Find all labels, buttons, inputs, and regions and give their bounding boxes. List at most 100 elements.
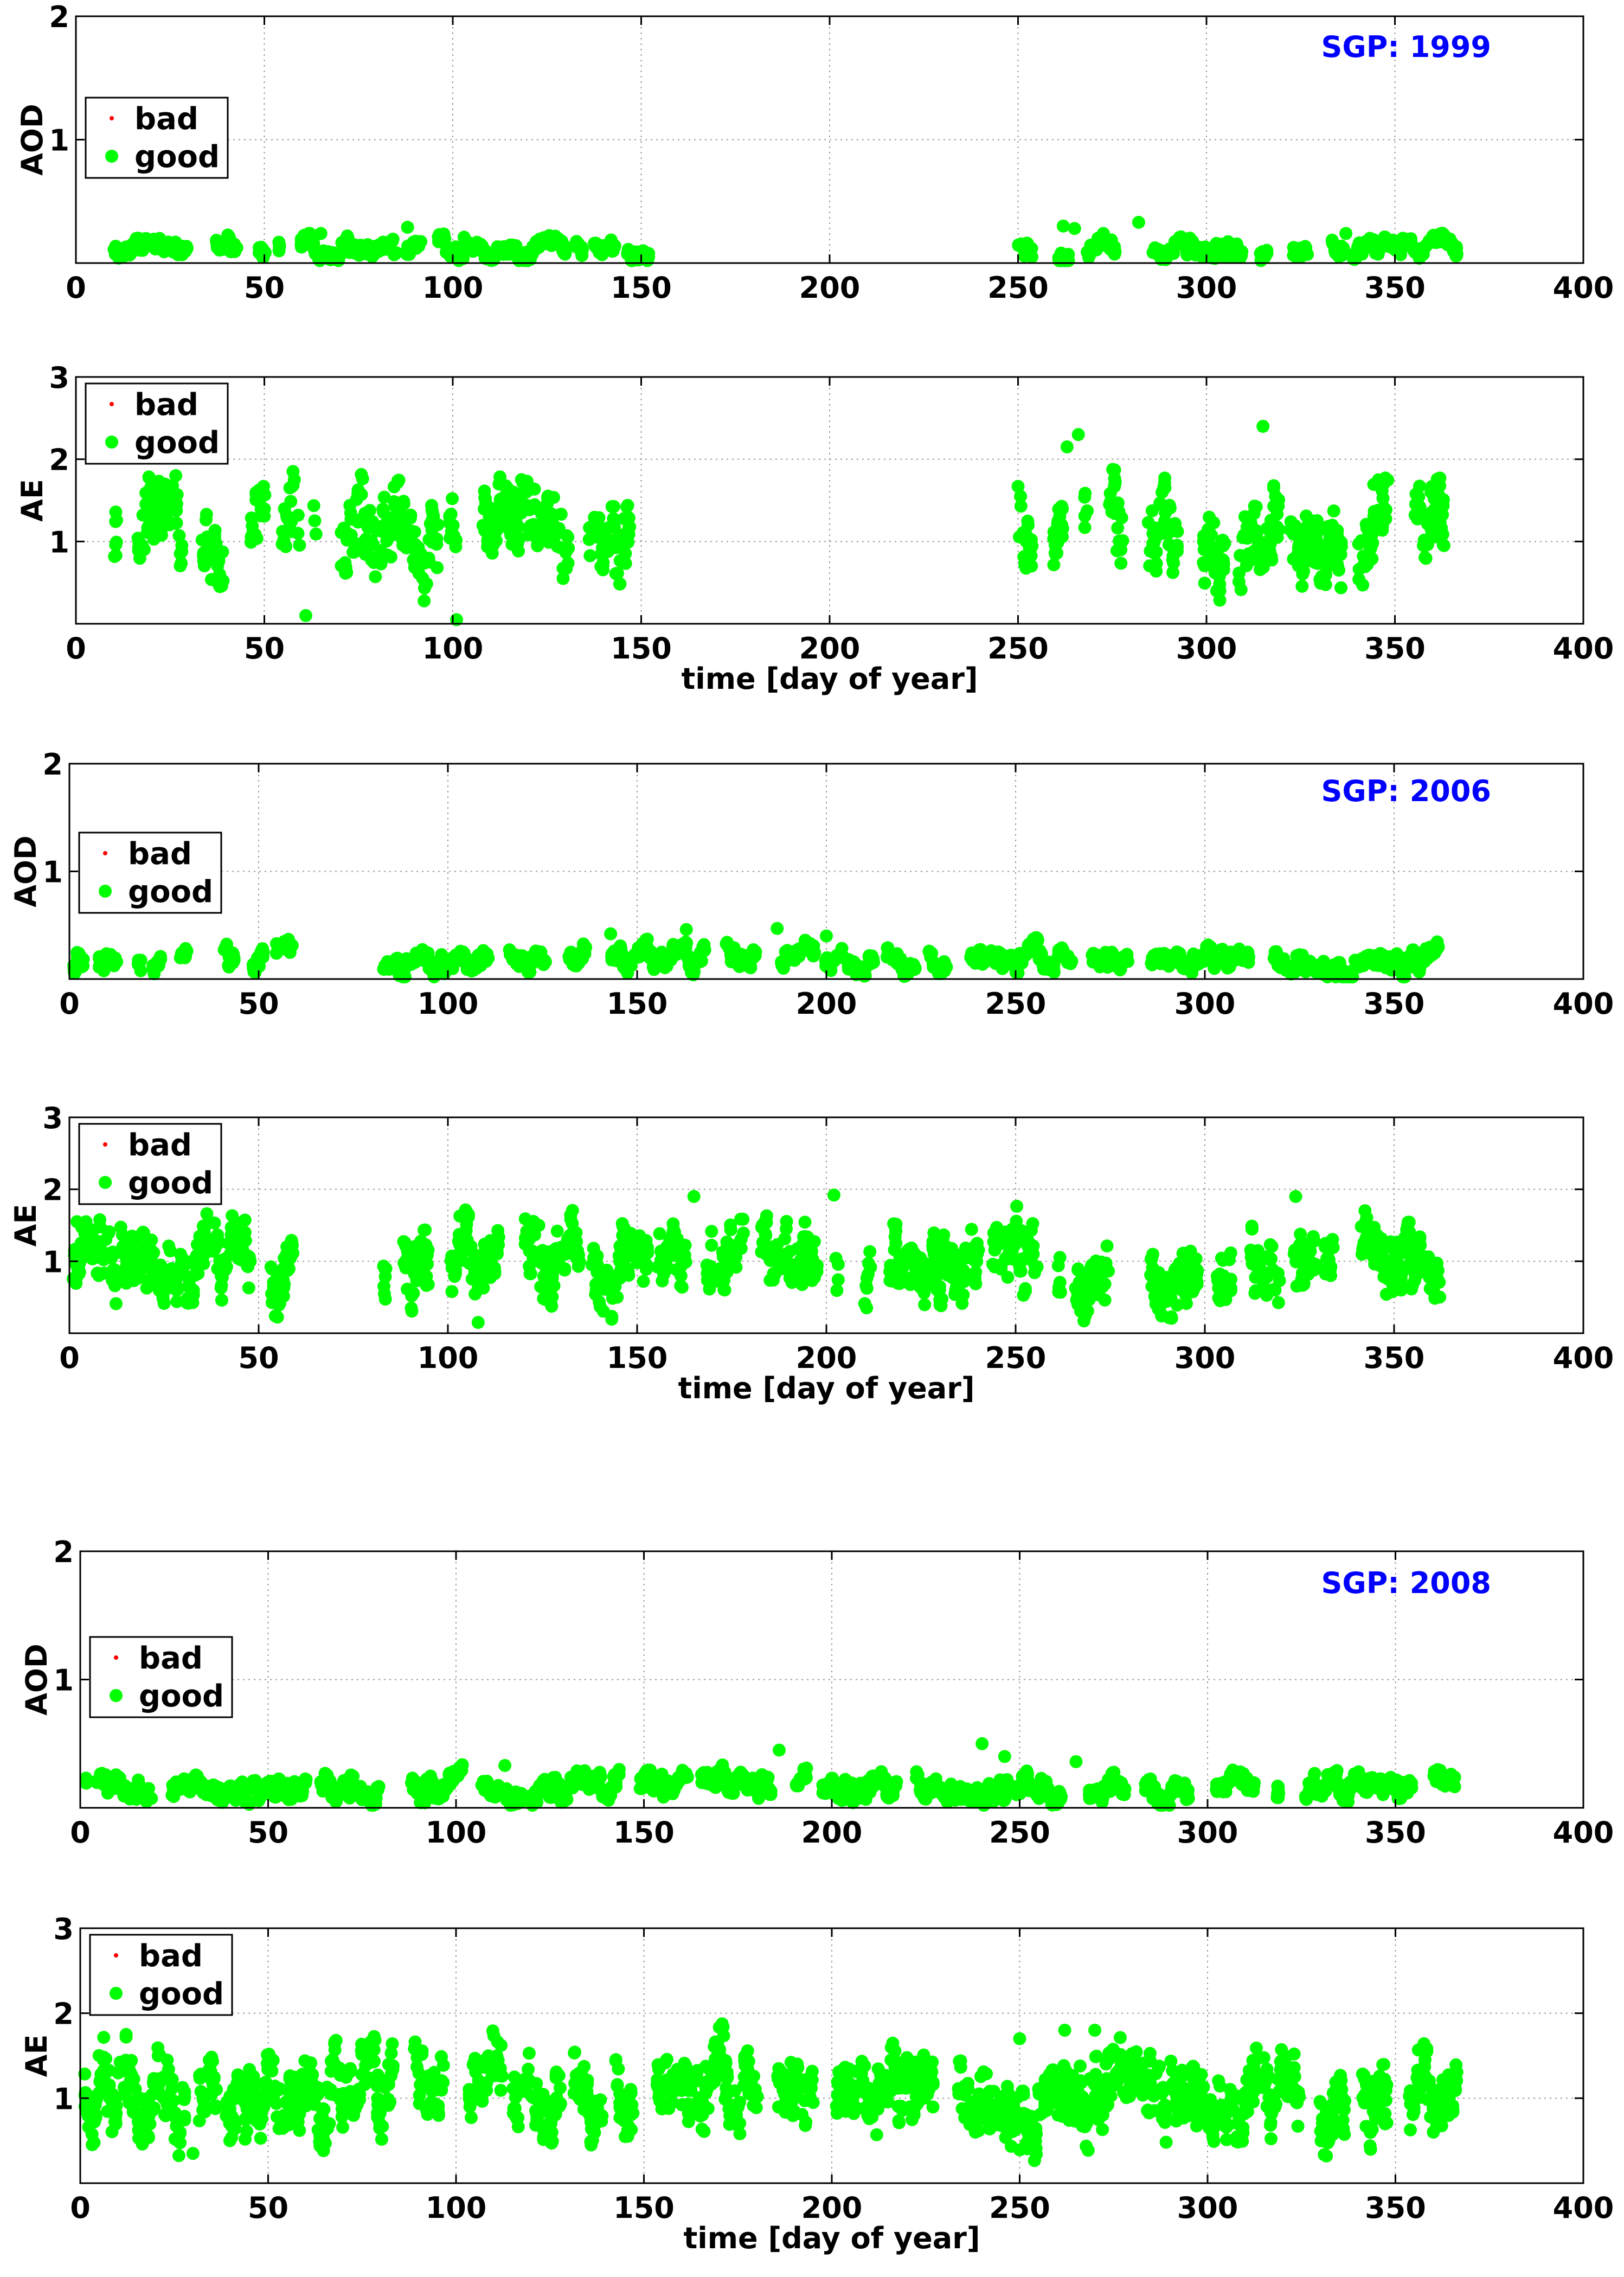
data-point-good <box>227 954 241 967</box>
data-point-good <box>142 1782 156 1795</box>
x-tick-label: 200 <box>799 271 861 305</box>
data-point-good <box>431 561 444 574</box>
data-point-good <box>1047 965 1061 979</box>
data-point-good <box>1013 1264 1027 1278</box>
data-point-good <box>284 495 298 508</box>
data-point-good <box>687 1189 701 1203</box>
data-point-good <box>1011 479 1025 493</box>
panel-title: SGP: 2006 <box>1321 774 1491 808</box>
data-point-good <box>208 1216 221 1230</box>
data-point-good <box>242 1281 255 1295</box>
data-point-good <box>1222 1253 1236 1267</box>
data-point-good <box>102 1226 115 1240</box>
data-point-good <box>1001 1270 1015 1284</box>
data-point-good <box>378 1287 391 1301</box>
data-point-good <box>450 534 463 547</box>
data-point-good <box>512 544 525 558</box>
data-point-good <box>70 1215 84 1229</box>
data-point-good <box>760 1216 773 1229</box>
series-good-points <box>107 215 1463 267</box>
x-tick-label: 100 <box>418 987 479 1021</box>
data-point-good <box>606 245 619 258</box>
data-point-good <box>1307 1263 1320 1277</box>
data-point-good <box>162 1239 176 1253</box>
data-point-good <box>1206 516 1219 530</box>
data-point-good <box>556 572 570 585</box>
data-point-good <box>281 1264 294 1277</box>
data-point-good <box>208 523 222 537</box>
data-point-good <box>559 247 572 261</box>
data-point-good <box>1430 472 1444 486</box>
data-point-good <box>1263 553 1276 566</box>
y-tick-label: 2 <box>42 747 63 782</box>
data-point-good <box>705 1238 718 1252</box>
data-point-good <box>862 1268 875 1281</box>
data-point-good <box>572 1259 585 1273</box>
data-point-good <box>1245 1219 1259 1233</box>
data-point-good <box>640 254 654 267</box>
data-point-good <box>211 559 224 573</box>
data-point-good <box>1071 428 1085 442</box>
data-point-good <box>309 527 323 541</box>
data-point-good <box>1107 246 1121 259</box>
x-tick-label: 100 <box>422 631 484 666</box>
data-point-good <box>1100 1239 1114 1253</box>
data-point-good <box>889 1237 903 1250</box>
data-point-good <box>545 1271 559 1285</box>
data-point-good <box>420 946 433 960</box>
data-point-good <box>619 557 632 570</box>
legend-box <box>85 97 229 179</box>
data-point-good <box>285 1248 299 1261</box>
data-point-good <box>678 1255 692 1268</box>
series-good-points <box>67 1188 1447 1329</box>
data-point-good <box>430 518 444 532</box>
data-point-good <box>1150 545 1163 559</box>
data-point-good <box>558 1262 572 1275</box>
data-point-good <box>1145 1252 1158 1266</box>
data-point-good <box>827 1188 840 1202</box>
y-tick-label: 1 <box>49 525 69 559</box>
y-tick-label: 1 <box>49 124 69 158</box>
data-point-good <box>459 1224 473 1238</box>
x-tick-label: 400 <box>1553 987 1614 1021</box>
data-point-good <box>1158 471 1171 485</box>
x-axis-label: time [day of year] <box>678 1371 974 1405</box>
data-point-good <box>479 492 492 505</box>
data-point-good <box>607 500 620 513</box>
data-point-good <box>1224 1282 1237 1295</box>
y-tick-label: 3 <box>42 1101 63 1135</box>
data-point-good <box>1396 970 1410 983</box>
legend-label-good: good <box>134 139 220 175</box>
data-point-good <box>748 949 762 962</box>
data-point-good <box>620 500 633 514</box>
data-point-good <box>724 1223 737 1237</box>
data-point-good <box>471 1316 485 1329</box>
data-point-good <box>73 1256 87 1269</box>
legend-label-good: good <box>128 1166 213 1201</box>
data-point-good <box>1287 528 1300 541</box>
data-point-good <box>771 922 784 935</box>
data-point-good <box>420 1278 433 1292</box>
data-point-good <box>249 532 262 545</box>
data-point-good <box>965 1223 978 1236</box>
panel-title: SGP: 1999 <box>1321 30 1491 64</box>
legend-label-good: good <box>134 425 220 460</box>
data-point-good <box>1081 1304 1094 1317</box>
legend-marker-good <box>99 885 112 898</box>
data-point-good <box>271 1310 284 1324</box>
data-point-good <box>1163 1311 1176 1325</box>
data-point-good <box>1242 950 1255 964</box>
data-point-good <box>286 465 300 478</box>
data-point-good <box>1121 955 1135 968</box>
data-point-good <box>1337 247 1350 261</box>
legend-box <box>85 382 229 465</box>
data-point-good <box>622 1269 636 1282</box>
data-point-good <box>547 491 560 504</box>
data-point-good <box>578 940 592 954</box>
data-point-good <box>1334 548 1347 561</box>
data-point-good <box>1317 572 1331 585</box>
legend-marker-good <box>99 1176 112 1189</box>
